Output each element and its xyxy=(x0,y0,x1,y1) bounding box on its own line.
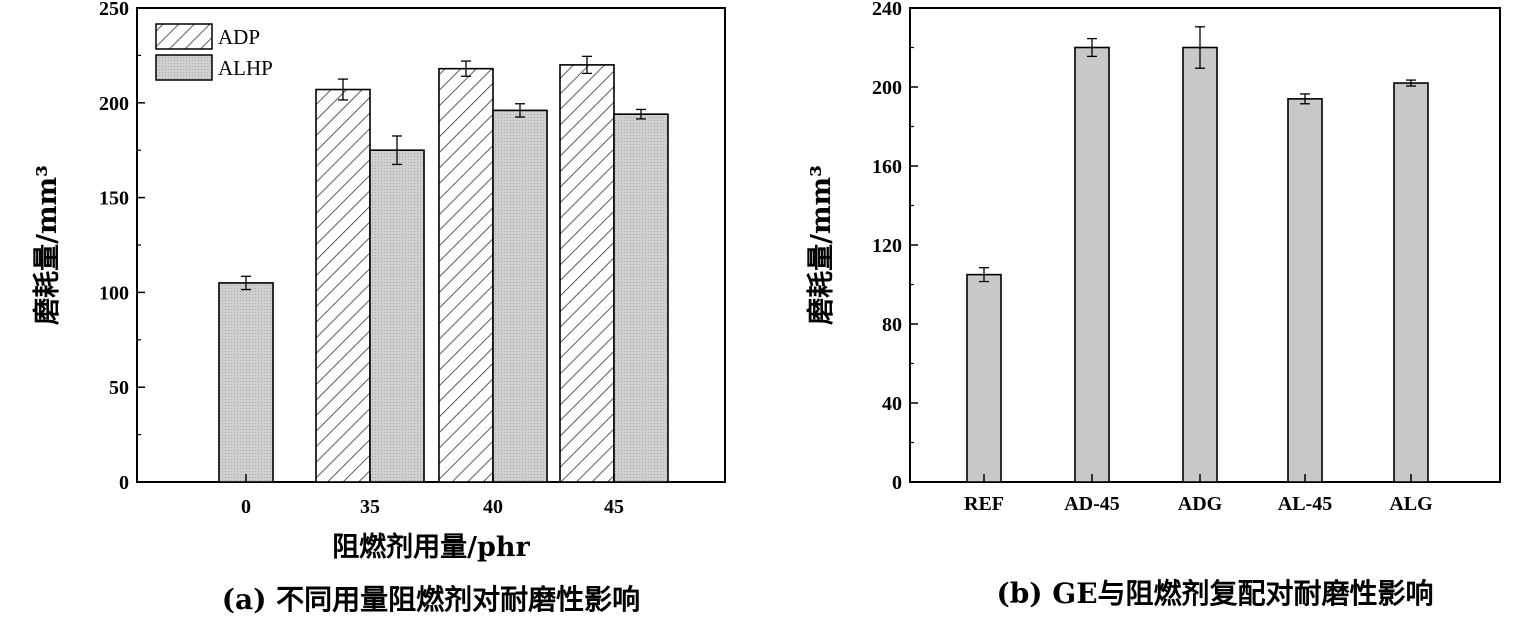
a-xtick-label: 40 xyxy=(483,496,503,518)
chart-a: 0 50 100 150 200 250 0 35 40 45 ADP ALHP 磨耗量/mm³… xyxy=(32,0,726,616)
bar-adg xyxy=(1182,46,1218,483)
b-ytick-label: 200 xyxy=(872,77,902,99)
legend-label-alhp: ALHP xyxy=(218,56,273,80)
b-ytick-label: 0 xyxy=(892,472,902,494)
bar-alhp-0 xyxy=(218,282,274,483)
bars-b xyxy=(966,26,1429,483)
b-ytick-label: 240 xyxy=(872,0,902,20)
x-tick-labels-b: REF AD-45 ADG AL-45 ALG xyxy=(964,474,1433,515)
bar-adp-35 xyxy=(315,88,371,483)
a-ytick-label: 50 xyxy=(109,377,129,399)
bar-alhp-45 xyxy=(613,113,669,483)
bar-adp-40 xyxy=(438,67,494,483)
legend-swatch-adp xyxy=(155,23,213,50)
b-xtick-label: REF xyxy=(964,493,1004,515)
bars-a xyxy=(218,55,669,483)
b-xtick-label: ADG xyxy=(1178,493,1223,515)
bar-ref xyxy=(966,273,1002,483)
b-ytick-label: 160 xyxy=(872,156,902,178)
a-xtick-label: 45 xyxy=(604,496,624,518)
a-ytick-label: 200 xyxy=(99,93,129,115)
a-ytick-label: 0 xyxy=(119,472,129,494)
a-ytick-label: 150 xyxy=(99,188,129,210)
y-axis-a: 0 50 100 150 200 250 xyxy=(99,0,145,494)
legend-label-adp: ADP xyxy=(218,25,260,49)
bar-alg xyxy=(1393,82,1429,483)
a-xtick-label: 0 xyxy=(241,496,251,518)
b-ytick-label: 120 xyxy=(872,235,902,257)
bar-al-45 xyxy=(1287,98,1323,483)
y-axis-b: 0 40 80 120 160 200 240 xyxy=(872,0,918,494)
caption-a: (a) 不同用量阻燃剂对耐磨性影响 xyxy=(222,583,640,616)
b-xtick-label: ALG xyxy=(1389,493,1433,515)
legend-a: ADP ALHP xyxy=(155,23,273,81)
y-axis-title-a: 磨耗量/mm³ xyxy=(32,165,63,325)
bar-alhp-35 xyxy=(369,149,425,483)
x-axis-title-a: 阻燃剂用量/phr xyxy=(332,532,530,563)
b-ytick-label: 80 xyxy=(882,314,902,336)
b-xtick-label: AD-45 xyxy=(1064,493,1120,515)
y-axis-title-b: 磨耗量/mm³ xyxy=(806,165,837,325)
a-ytick-label: 100 xyxy=(99,282,129,304)
caption-b: (b) GE与阻燃剂复配对耐磨性影响 xyxy=(996,577,1433,610)
bar-ad-45 xyxy=(1074,46,1110,483)
a-xtick-label: 35 xyxy=(360,496,380,518)
b-ytick-label: 40 xyxy=(882,393,902,415)
bar-alhp-40 xyxy=(492,109,548,483)
a-ytick-label: 250 xyxy=(99,0,129,20)
chart-b: 0 40 80 120 160 200 240 REF AD-45 ADG AL-45 ALG 磨耗… xyxy=(806,0,1501,610)
legend-swatch-alhp xyxy=(155,54,213,81)
b-xtick-label: AL-45 xyxy=(1278,493,1332,515)
x-tick-labels-a: 0 35 40 45 xyxy=(241,474,624,518)
bar-adp-45 xyxy=(559,64,615,483)
